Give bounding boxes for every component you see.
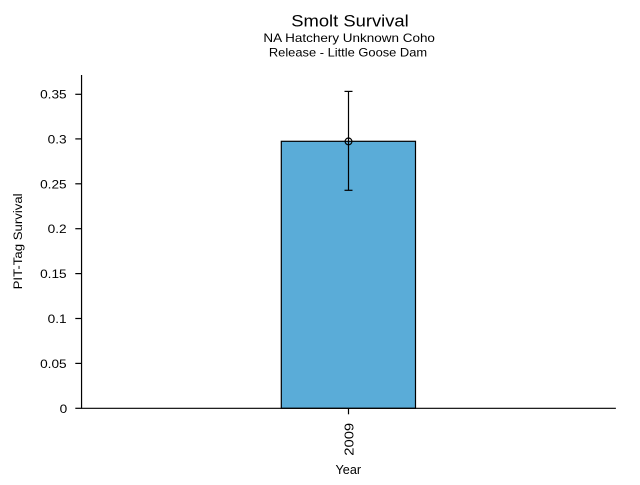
svg-text:2009: 2009 (343, 423, 357, 456)
svg-text:0.1: 0.1 (48, 312, 67, 326)
svg-text:NA Hatchery Unknown Coho: NA Hatchery Unknown Coho (263, 31, 435, 45)
svg-text:Smolt Survival: Smolt Survival (291, 13, 409, 31)
svg-text:0.2: 0.2 (48, 222, 67, 236)
svg-text:0.25: 0.25 (40, 177, 67, 191)
svg-text:0.05: 0.05 (40, 357, 67, 371)
svg-text:0.35: 0.35 (40, 88, 67, 102)
svg-text:0.15: 0.15 (40, 267, 67, 281)
svg-text:Release - Little Goose Dam: Release - Little Goose Dam (269, 46, 427, 60)
svg-text:Year: Year (336, 463, 362, 477)
svg-text:0: 0 (60, 402, 68, 416)
svg-text:0.3: 0.3 (48, 132, 67, 146)
svg-text:PIT-Tag Survival: PIT-Tag Survival (11, 193, 25, 289)
